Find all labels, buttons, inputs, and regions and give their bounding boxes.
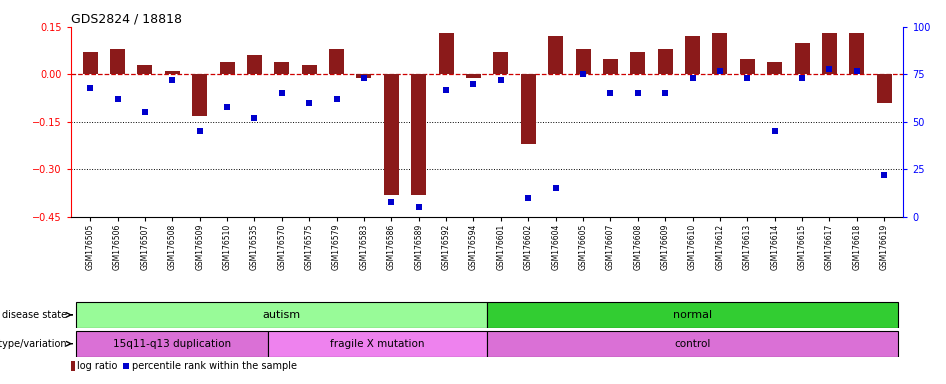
Bar [767, 62, 782, 74]
Point [575, 71, 590, 78]
Point [657, 90, 673, 96]
Point [110, 96, 125, 102]
Bar [466, 74, 481, 78]
Point [219, 104, 235, 110]
Bar [795, 43, 810, 74]
Text: 15q11-q13 duplication: 15q11-q13 duplication [114, 339, 232, 349]
Bar [165, 71, 180, 74]
Text: log ratio: log ratio [77, 361, 117, 371]
Point [137, 109, 152, 116]
Bar [740, 59, 755, 74]
Text: fragile X mutation: fragile X mutation [330, 339, 425, 349]
Point [685, 75, 700, 81]
Point [384, 199, 399, 205]
Point [520, 195, 535, 201]
Bar [412, 74, 427, 195]
Bar [487, 331, 898, 357]
Bar [82, 52, 97, 74]
Bar [274, 62, 289, 74]
Text: disease state: disease state [2, 310, 67, 320]
Point [165, 77, 180, 83]
Bar [77, 302, 487, 328]
Bar [247, 55, 262, 74]
Point [548, 185, 563, 192]
Text: normal: normal [673, 310, 712, 320]
Bar [603, 59, 618, 74]
Bar [850, 33, 865, 74]
Point [439, 86, 454, 93]
Point [274, 90, 289, 96]
Bar [712, 33, 727, 74]
Bar [137, 65, 152, 74]
Text: GDS2824 / 18818: GDS2824 / 18818 [71, 13, 182, 26]
Point [247, 115, 262, 121]
Point [712, 68, 727, 74]
Point [302, 100, 317, 106]
Bar [77, 331, 268, 357]
Point [850, 68, 865, 74]
Bar [630, 52, 645, 74]
Bar [219, 62, 235, 74]
Bar [685, 36, 700, 74]
Bar [822, 33, 837, 74]
Bar [329, 49, 344, 74]
Bar [494, 52, 508, 74]
Bar [548, 36, 563, 74]
Point [630, 90, 645, 96]
Point [822, 66, 837, 72]
Bar [71, 361, 75, 371]
Point [466, 81, 482, 87]
Bar [575, 49, 590, 74]
Bar [357, 74, 372, 78]
Bar [487, 302, 898, 328]
Text: control: control [674, 339, 710, 349]
Point [493, 77, 508, 83]
Point [192, 128, 207, 134]
Point [329, 96, 344, 102]
Bar [439, 33, 454, 74]
Point [795, 75, 810, 81]
Bar [877, 74, 892, 103]
Bar [657, 49, 673, 74]
Bar [110, 49, 125, 74]
Text: percentile rank within the sample: percentile rank within the sample [131, 361, 297, 371]
Bar [384, 74, 399, 195]
Point [412, 204, 427, 210]
Bar [520, 74, 535, 144]
Point [118, 363, 133, 369]
Point [603, 90, 618, 96]
Point [767, 128, 782, 134]
Text: genotype/variation: genotype/variation [0, 339, 67, 349]
Bar [302, 65, 317, 74]
Bar [268, 331, 487, 357]
Point [740, 75, 755, 81]
Bar [192, 74, 207, 116]
Point [357, 75, 372, 81]
Point [877, 172, 892, 178]
Text: autism: autism [263, 310, 301, 320]
Point [82, 84, 97, 91]
